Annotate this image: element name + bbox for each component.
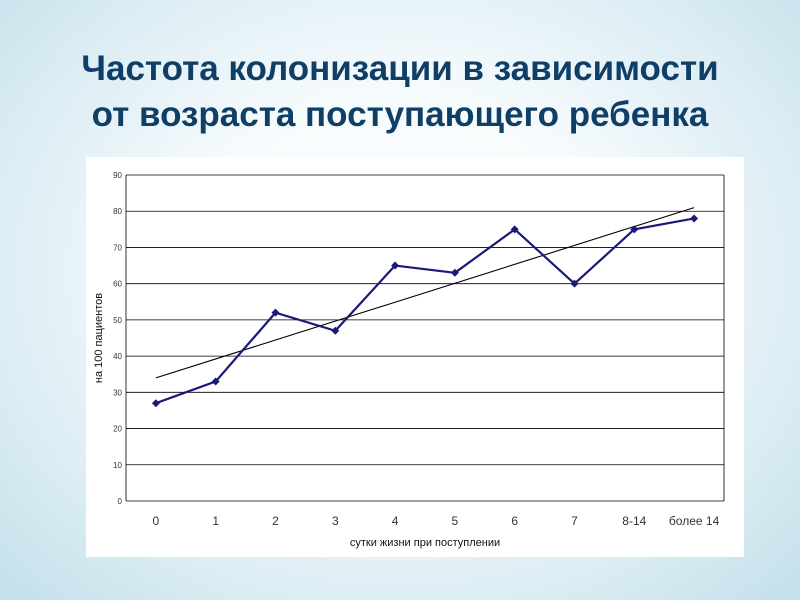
y-tick-label: 20 — [113, 425, 122, 434]
slide-title-line-2: от возраста поступающего ребенка — [91, 95, 709, 134]
x-tick-label: более 14 — [669, 514, 720, 528]
y-tick-label: 80 — [113, 207, 122, 216]
y-tick-labels: 0 10 20 30 40 50 60 70 80 90 — [113, 171, 122, 506]
y-tick-label: 10 — [113, 461, 122, 470]
x-tick-labels: 0 1 2 3 4 5 6 7 8-14 более 14 — [153, 514, 720, 528]
x-tick-label: 1 — [212, 514, 219, 528]
x-tick-label: 2 — [272, 514, 279, 528]
x-tick-label: 4 — [392, 514, 399, 528]
data-point-marker — [211, 377, 220, 386]
data-markers — [151, 214, 699, 408]
y-axis-label: на 100 пациентов — [93, 293, 105, 383]
data-point-marker — [331, 326, 340, 335]
data-point-marker — [450, 268, 459, 277]
data-point-marker — [271, 308, 280, 317]
x-axis-label: сутки жизни при поступлении — [350, 537, 500, 549]
y-tick-label: 70 — [113, 243, 122, 252]
y-tick-label: 50 — [113, 316, 122, 325]
x-tick-label: 0 — [153, 514, 160, 528]
slide-title-line-1: Частота колонизации в зависимости — [81, 49, 719, 88]
data-point-marker — [630, 225, 639, 234]
x-tick-label: 8-14 — [622, 514, 646, 528]
y-tick-label: 40 — [113, 352, 122, 361]
y-tick-label: 0 — [118, 497, 123, 506]
data-point-marker — [151, 399, 160, 408]
x-tick-label: 6 — [511, 514, 518, 528]
chart-panel: 0 10 20 30 40 50 60 70 80 90 0 1 2 3 4 5 6 7 8-14 более 14… — [86, 157, 744, 557]
series-line — [155, 217, 695, 405]
gridlines — [125, 174, 725, 502]
trend-line — [155, 207, 695, 379]
y-tick-label: 90 — [113, 171, 122, 180]
data-point-marker — [391, 261, 400, 270]
data-point-marker — [510, 225, 519, 234]
y-tick-label: 60 — [113, 280, 122, 289]
x-tick-label: 3 — [332, 514, 339, 528]
x-tick-label: 5 — [452, 514, 459, 528]
line-chart: 0 10 20 30 40 50 60 70 80 90 0 1 2 3 4 5 6 7 8-14 более 14… — [93, 171, 725, 549]
slide-title: Частота колонизации в зависимости от воз… — [0, 46, 800, 138]
x-tick-label: 7 — [571, 514, 578, 528]
y-tick-label: 30 — [113, 388, 122, 397]
data-point-marker — [690, 214, 699, 223]
